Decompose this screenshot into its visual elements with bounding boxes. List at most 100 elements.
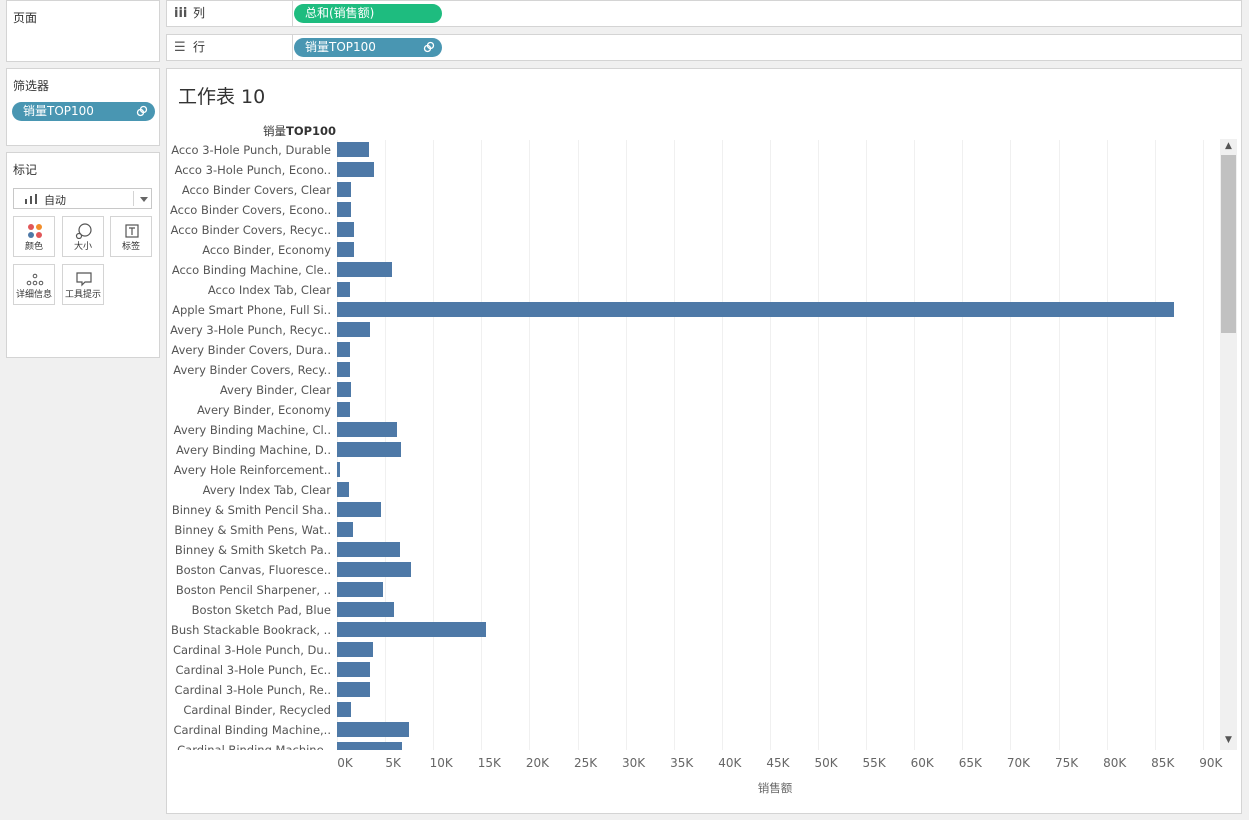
category-label[interactable]: Cardinal 3-Hole Punch, Re.. — [174, 683, 331, 697]
category-label[interactable]: Cardinal Binding Machine,.. — [173, 723, 331, 737]
bar[interactable] — [337, 602, 394, 617]
bar[interactable] — [337, 162, 374, 177]
category-label[interactable]: Binney & Smith Pencil Sha.. — [171, 503, 331, 517]
filter-pill-top100[interactable]: 销量TOP100 — [12, 102, 155, 121]
bar-chart-icon — [25, 194, 37, 204]
category-label[interactable]: Avery Binder Covers, Dura.. — [171, 343, 331, 357]
category-label[interactable]: Boston Canvas, Fluoresce.. — [175, 563, 331, 577]
detail-dots-icon — [26, 273, 44, 286]
category-label[interactable]: Binney & Smith Pens, Wat.. — [174, 523, 331, 537]
category-label[interactable]: Avery Binder, Economy — [196, 403, 331, 417]
bar[interactable] — [337, 302, 1174, 317]
category-label[interactable]: Acco 3-Hole Punch, Econo.. — [174, 163, 331, 177]
scroll-down-arrow-icon[interactable]: ▼ — [1225, 735, 1232, 745]
x-tick-label: 40K — [718, 756, 742, 770]
mark-detail-button[interactable]: 详细信息 — [13, 264, 55, 305]
category-label[interactable]: Acco Binder Covers, Econo.. — [170, 203, 331, 217]
mark-size-button[interactable]: 大小 — [62, 216, 104, 257]
vertical-scrollbar[interactable]: ▲ ▼ — [1220, 139, 1237, 750]
rows-pill-top100[interactable]: 销量TOP100 — [294, 38, 442, 57]
bar[interactable] — [337, 702, 352, 717]
filters-panel[interactable]: 筛选器 销量TOP100 — [6, 68, 160, 146]
category-label[interactable]: Acco 3-Hole Punch, Durable — [171, 143, 331, 157]
bar[interactable] — [337, 182, 352, 197]
bar[interactable] — [337, 462, 340, 477]
bar[interactable] — [337, 202, 352, 217]
bar[interactable] — [337, 362, 350, 377]
category-label[interactable]: Acco Binder, Economy — [202, 243, 331, 257]
bar[interactable] — [337, 262, 392, 277]
category-label[interactable]: Acco Binder Covers, Recyc.. — [170, 223, 331, 237]
mark-color-button[interactable]: 颜色 — [13, 216, 55, 257]
category-label[interactable]: Avery Binding Machine, Cl.. — [173, 423, 331, 437]
text-label-icon — [125, 224, 139, 238]
columns-shelf-header: iii 列 — [167, 1, 293, 26]
category-label[interactable]: Cardinal Binding Machine.. — [177, 743, 331, 750]
scroll-up-arrow-icon[interactable]: ▲ — [1225, 141, 1232, 151]
filters-panel-title: 筛选器 — [13, 79, 50, 93]
bar[interactable] — [337, 662, 370, 677]
bar[interactable] — [337, 742, 403, 750]
columns-shelf[interactable]: iii 列 总和(销售额) — [166, 0, 1242, 27]
row-field-header[interactable]: 销量TOP100 — [263, 123, 336, 139]
category-label[interactable]: Acco Binding Machine, Cle.. — [171, 263, 331, 277]
category-label[interactable]: Acco Binder Covers, Clear — [181, 183, 331, 197]
pages-panel[interactable]: 页面 — [6, 0, 160, 62]
category-label[interactable]: Boston Sketch Pad, Blue — [191, 603, 331, 617]
bar[interactable] — [337, 402, 350, 417]
gridline — [769, 140, 771, 750]
bar[interactable] — [337, 482, 349, 497]
gridline — [577, 140, 579, 750]
bar[interactable] — [337, 682, 370, 697]
gridline — [1106, 140, 1108, 750]
category-label[interactable]: Binney & Smith Sketch Pa.. — [174, 543, 331, 557]
x-tick-label: 5K — [385, 756, 401, 770]
category-label[interactable]: Cardinal 3-Hole Punch, Ec.. — [175, 663, 332, 677]
category-label[interactable]: Cardinal Binder, Recycled — [183, 703, 331, 717]
category-label[interactable]: Acco Index Tab, Clear — [207, 283, 331, 297]
bar[interactable] — [337, 642, 373, 657]
x-tick-label: 50K — [814, 756, 838, 770]
gridline — [433, 140, 435, 750]
category-label[interactable]: Avery Hole Reinforcement.. — [173, 463, 331, 477]
category-label[interactable]: Avery Binding Machine, D.. — [176, 443, 331, 457]
bar[interactable] — [337, 722, 410, 737]
rows-shelf[interactable]: ☰ 行 销量TOP100 — [166, 34, 1242, 61]
bar[interactable] — [337, 622, 487, 637]
x-tick-label: 90K — [1199, 756, 1223, 770]
bar[interactable] — [337, 502, 382, 517]
category-label[interactable]: Avery Binder Covers, Recy.. — [173, 363, 331, 377]
scrollbar-thumb[interactable] — [1221, 155, 1236, 333]
mark-type-dropdown[interactable]: 自动 — [13, 188, 152, 209]
mark-label-button[interactable]: 标签 — [110, 216, 152, 257]
bar[interactable] — [337, 222, 355, 237]
x-tick-label: 15K — [477, 756, 501, 770]
gridline — [529, 140, 531, 750]
bar[interactable] — [337, 242, 355, 257]
bar[interactable] — [337, 582, 384, 597]
bar[interactable] — [337, 442, 402, 457]
bar[interactable] — [337, 342, 351, 357]
category-label[interactable]: Cardinal 3-Hole Punch, Du.. — [172, 643, 331, 657]
category-label[interactable]: Avery Index Tab, Clear — [202, 483, 331, 497]
bar[interactable] — [337, 282, 350, 297]
bar[interactable] — [337, 522, 354, 537]
set-link-icon — [136, 105, 148, 117]
category-label[interactable]: Boston Pencil Sharpener, .. — [175, 583, 331, 597]
mark-color-label: 颜色 — [24, 242, 43, 252]
category-label[interactable]: Apple Smart Phone, Full Si.. — [172, 303, 331, 317]
category-label[interactable]: Bush Stackable Bookrack, .. — [170, 623, 331, 637]
bar[interactable] — [337, 322, 370, 337]
mark-tooltip-button[interactable]: 工具提示 — [62, 264, 104, 305]
columns-pill-sales-sum[interactable]: 总和(销售额) — [294, 4, 442, 23]
bar[interactable] — [337, 142, 369, 157]
size-icon — [75, 223, 92, 239]
x-tick-label: 20K — [525, 756, 549, 770]
tooltip-icon — [76, 272, 92, 287]
bar[interactable] — [337, 562, 412, 577]
category-label[interactable]: Avery 3-Hole Punch, Recyc.. — [170, 323, 331, 337]
category-label[interactable]: Avery Binder, Clear — [219, 383, 331, 397]
bar[interactable] — [337, 382, 352, 397]
bar[interactable] — [337, 422, 397, 437]
bar[interactable] — [337, 542, 400, 557]
